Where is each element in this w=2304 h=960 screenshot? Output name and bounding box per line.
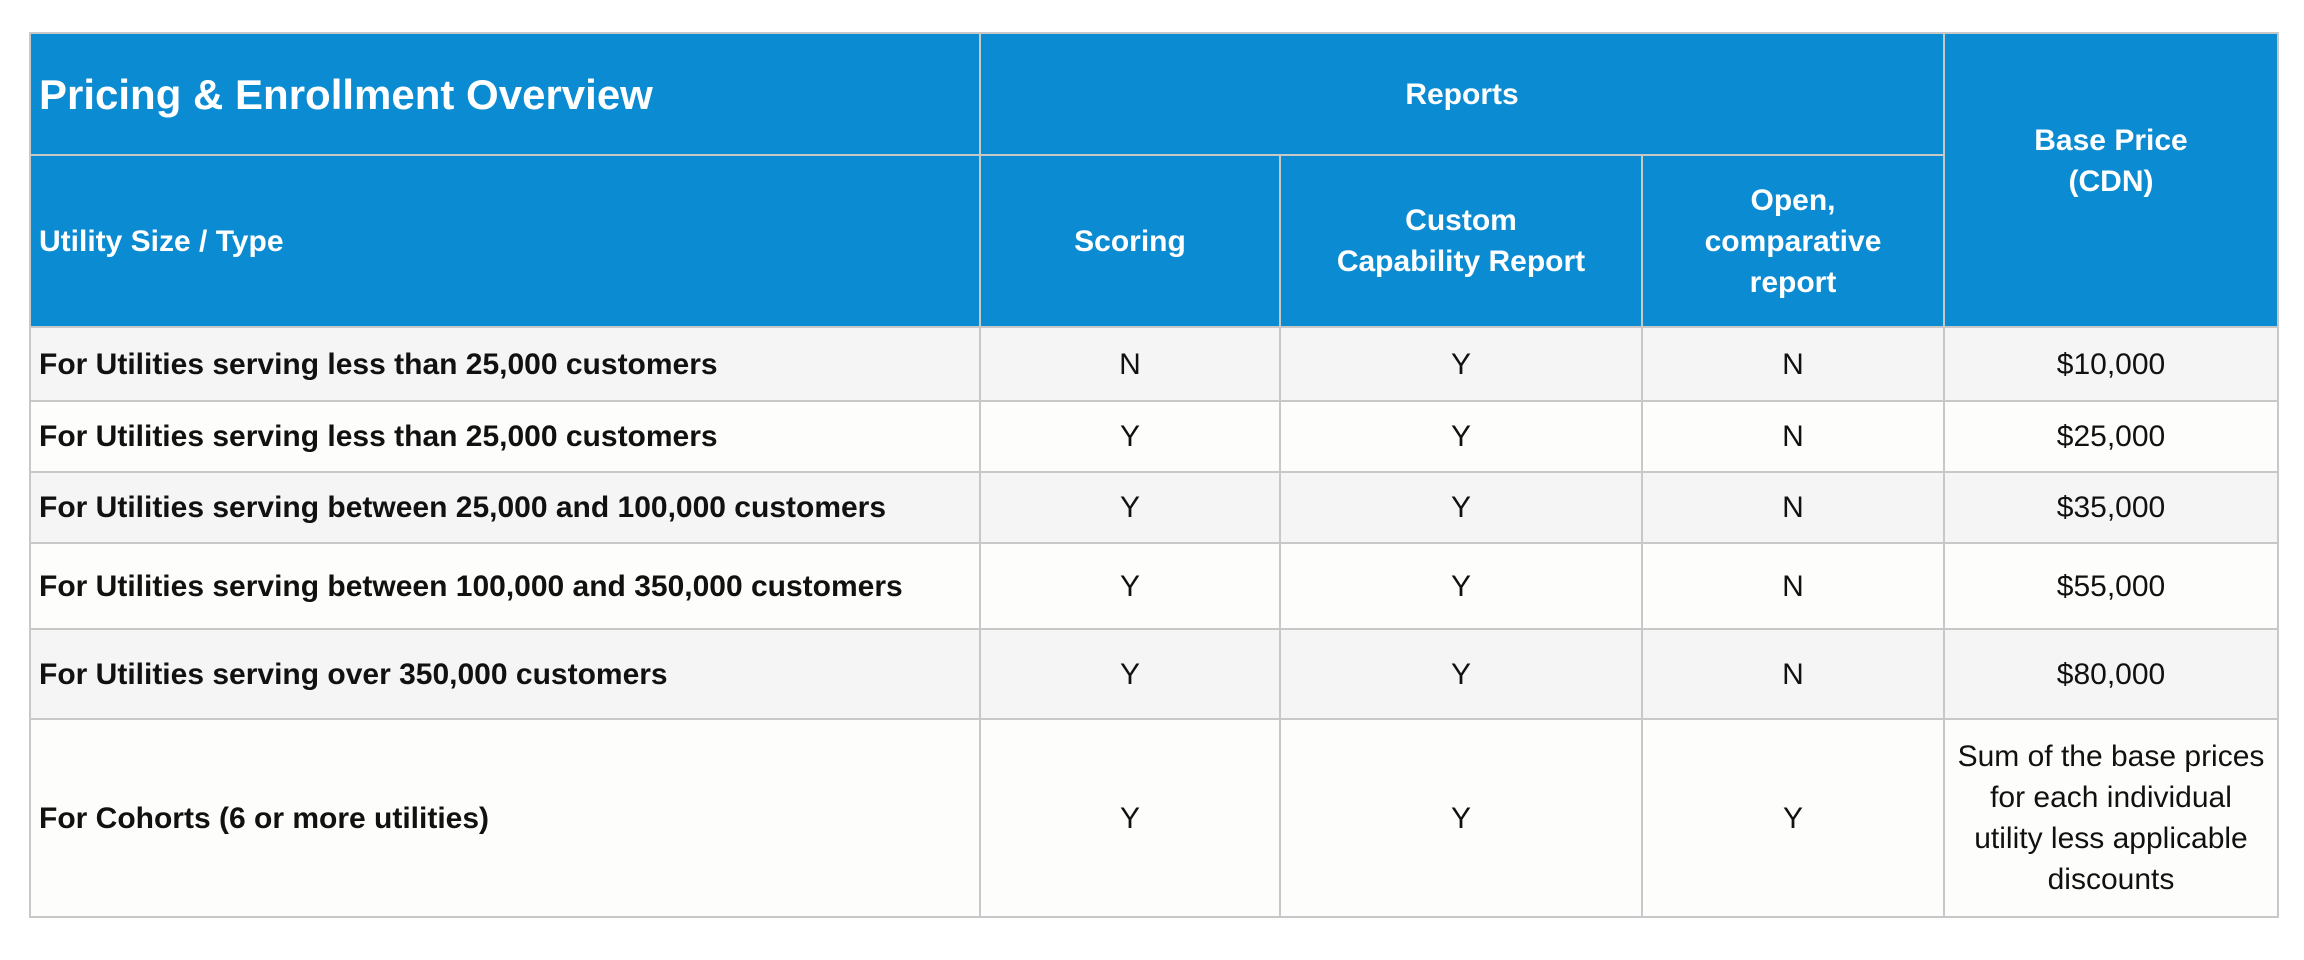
scoring-cell: Y [979,471,1281,544]
custom-capability-header-label: Custom Capability Report [1336,204,1586,278]
scoring-cell: Y [979,400,1281,473]
scoring-cell: Y [979,628,1281,720]
base-price-cell: $80,000 [1943,628,2279,720]
scoring-cell: N [979,326,1281,402]
utility-type-cell: For Utilities serving over 350,000 custo… [29,628,981,720]
table-row: For Utilities serving less than 25,000 c… [29,326,2279,402]
scoring-cell: Y [979,718,1281,918]
table-title: Pricing & Enrollment Overview [29,32,981,156]
open-report-cell: N [1641,400,1945,473]
utility-type-cell: For Utilities serving less than 25,000 c… [29,400,981,473]
base-price-header: Base Price (CDN) [1943,32,2279,328]
utility-type-cell: For Utilities serving less than 25,000 c… [29,326,981,402]
open-report-cell: N [1641,542,1945,630]
reports-header: Reports [979,32,1945,156]
base-price-cell: $10,000 [1943,326,2279,402]
open-report-cell: N [1641,326,1945,402]
custom-report-cell: Y [1279,628,1643,720]
table-row: For Utilities serving between 25,000 and… [29,471,2279,544]
base-price-cell: $25,000 [1943,400,2279,473]
custom-report-cell: Y [1279,718,1643,918]
cohort-price-note: Sum of the base prices for each individu… [1957,740,2265,896]
utility-type-cell: For Cohorts (6 or more utilities) [29,718,981,918]
open-report-cell: N [1641,471,1945,544]
base-price-cell: Sum of the base prices for each individu… [1943,718,2279,918]
utility-size-header: Utility Size / Type [29,154,981,328]
pricing-table: Pricing & Enrollment Overview Reports Ba… [29,32,2279,918]
table-row: For Utilities serving over 350,000 custo… [29,628,2279,720]
custom-report-cell: Y [1279,471,1643,544]
table-row: For Utilities serving between 100,000 an… [29,542,2279,630]
open-report-cell: N [1641,628,1945,720]
utility-type-cell: For Utilities serving between 25,000 and… [29,471,981,544]
table-row: For Cohorts (6 or more utilities) Y Y Y … [29,718,2279,918]
base-price-cell: $55,000 [1943,542,2279,630]
base-price-header-label: Base Price (CDN) [2034,124,2188,198]
custom-capability-header: Custom Capability Report [1279,154,1643,328]
custom-report-cell: Y [1279,542,1643,630]
base-price-cell: $35,000 [1943,471,2279,544]
open-comparative-header: Open, comparative report [1641,154,1945,328]
open-report-cell: Y [1641,718,1945,918]
scoring-header: Scoring [979,154,1281,328]
table-row: For Utilities serving less than 25,000 c… [29,400,2279,473]
utility-type-cell: For Utilities serving between 100,000 an… [29,542,981,630]
scoring-cell: Y [979,542,1281,630]
custom-report-cell: Y [1279,326,1643,402]
custom-report-cell: Y [1279,400,1643,473]
open-comparative-header-label: Open, comparative report [1704,183,1882,299]
